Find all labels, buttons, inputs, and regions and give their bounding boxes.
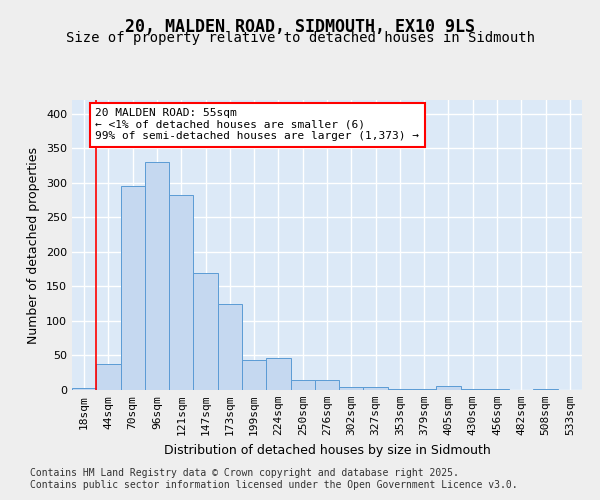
Y-axis label: Number of detached properties: Number of detached properties [28,146,40,344]
Bar [72,388,96,390]
Bar [242,360,266,390]
Bar [121,186,145,390]
Bar [169,196,193,390]
Bar [364,386,388,390]
Bar [388,388,412,390]
Bar [412,388,436,390]
Bar [436,386,461,390]
Bar [461,388,485,390]
X-axis label: Distribution of detached houses by size in Sidmouth: Distribution of detached houses by size … [164,444,490,456]
Bar [290,380,315,390]
Bar [96,364,121,390]
Bar [339,386,364,390]
Bar [193,272,218,390]
Text: 20, MALDEN ROAD, SIDMOUTH, EX10 9LS: 20, MALDEN ROAD, SIDMOUTH, EX10 9LS [125,18,475,36]
Text: 20 MALDEN ROAD: 55sqm
← <1% of detached houses are smaller (6)
99% of semi-detac: 20 MALDEN ROAD: 55sqm ← <1% of detached … [95,108,419,142]
Bar [315,380,339,390]
Text: Contains HM Land Registry data © Crown copyright and database right 2025.
Contai: Contains HM Land Registry data © Crown c… [30,468,518,490]
Bar [218,304,242,390]
Bar [145,162,169,390]
Bar [266,358,290,390]
Text: Size of property relative to detached houses in Sidmouth: Size of property relative to detached ho… [65,31,535,45]
